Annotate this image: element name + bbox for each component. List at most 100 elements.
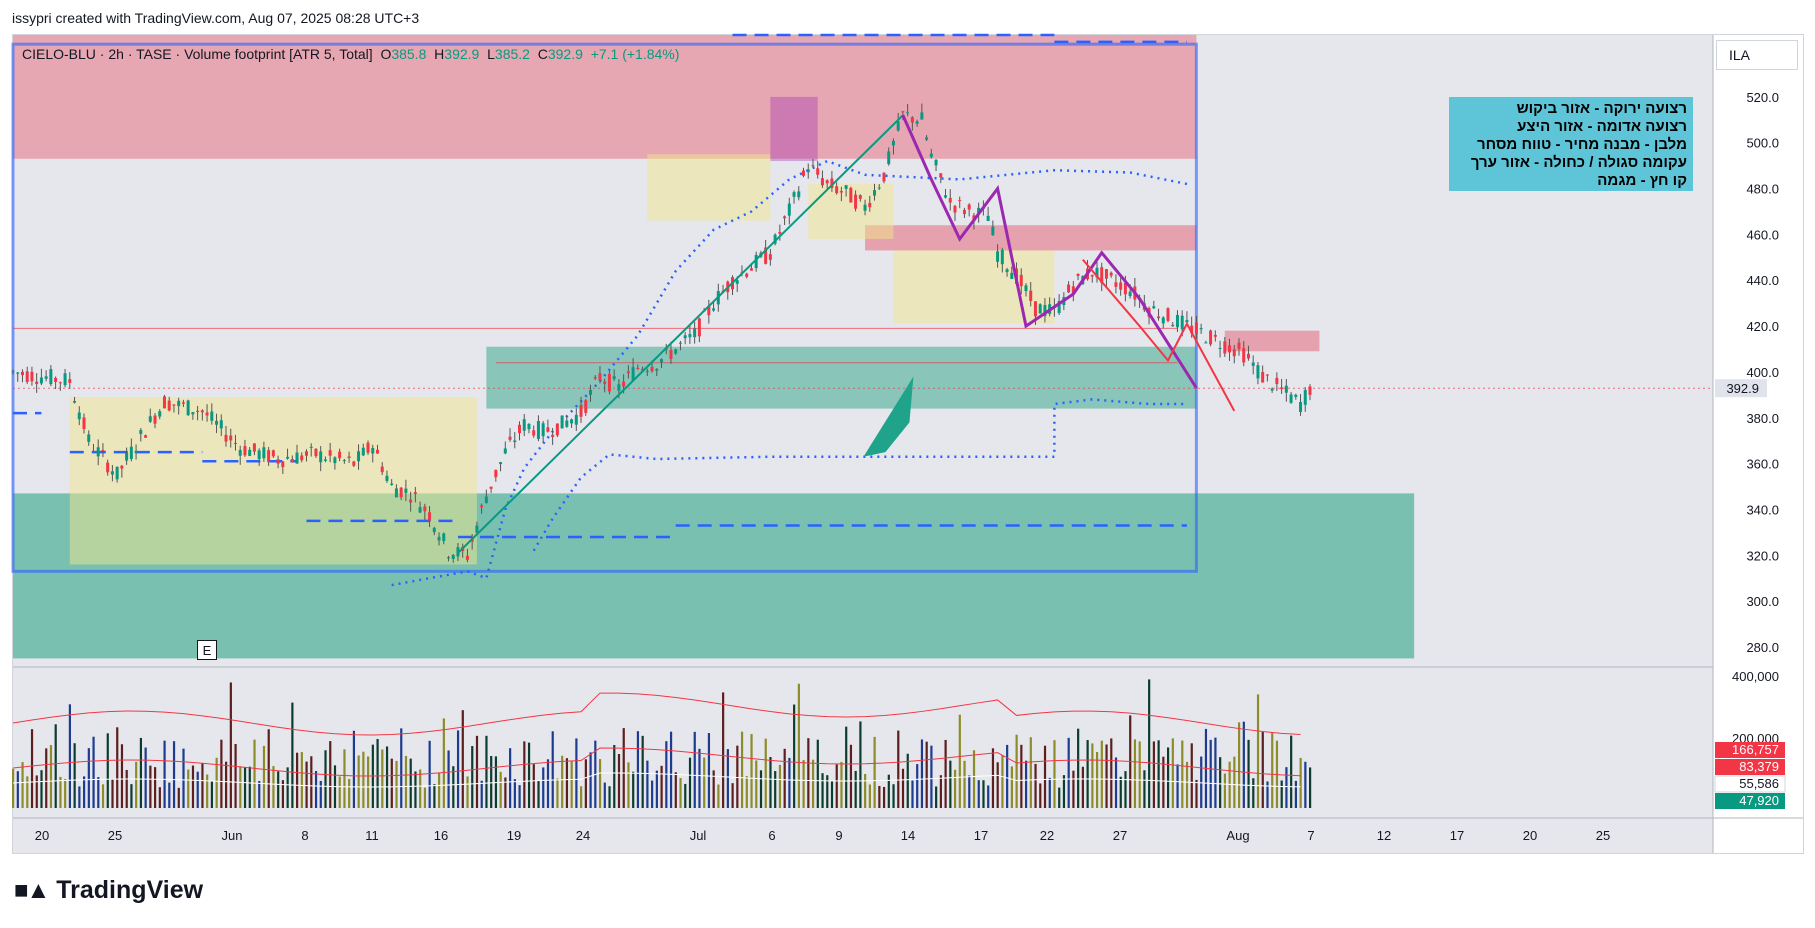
- symbol-legend[interactable]: CIELO-BLU · 2h · TASE · Volume footprint…: [22, 46, 679, 62]
- candle-body: [906, 112, 910, 114]
- candle-body: [409, 499, 413, 503]
- volume-bar: [1185, 761, 1189, 808]
- volume-bar: [296, 752, 299, 808]
- candle-body: [849, 187, 853, 203]
- candle-body: [446, 557, 450, 559]
- value-area-dotted-curve: [532, 398, 1187, 552]
- candle-body: [1104, 269, 1108, 279]
- volume-bar: [319, 780, 322, 808]
- candle-body: [1010, 272, 1014, 279]
- volume-bar: [570, 760, 573, 808]
- currency-selector[interactable]: ILA: [1716, 40, 1798, 70]
- volume-bar: [802, 760, 805, 808]
- candle-body: [645, 371, 649, 373]
- candle-body: [517, 424, 521, 434]
- range-box-july: [647, 154, 771, 221]
- volume-bar: [54, 724, 57, 808]
- volume-bar: [16, 771, 19, 808]
- candle-body: [115, 466, 119, 480]
- candle-body: [551, 434, 555, 438]
- candle-body: [20, 371, 24, 376]
- volume-bar: [835, 764, 838, 808]
- candle-body: [882, 172, 886, 182]
- volume-bar: [144, 747, 147, 808]
- volume-bar: [963, 760, 966, 808]
- volume-bar: [409, 758, 412, 808]
- candle-body: [1265, 374, 1269, 376]
- price-tick-label: 340.0: [1746, 502, 1779, 517]
- volume-bar: [154, 767, 157, 808]
- volume-bar: [636, 731, 640, 808]
- time-tick-label: 19: [507, 828, 521, 843]
- volume-bar: [215, 757, 218, 808]
- volume-bar: [1143, 770, 1146, 808]
- volume-bar: [826, 775, 829, 808]
- candle-body: [428, 512, 432, 521]
- volume-bar: [1195, 779, 1198, 808]
- volume-bar: [575, 738, 578, 808]
- candle-body: [835, 186, 839, 194]
- volume-bar: [68, 704, 72, 808]
- candle-body: [1232, 349, 1236, 357]
- candle-body: [735, 280, 739, 284]
- volume-bar: [868, 784, 871, 808]
- candle-body: [352, 461, 356, 466]
- volume-bar: [1043, 745, 1047, 808]
- volume-bar: [120, 744, 124, 808]
- volume-bar: [1166, 747, 1170, 808]
- volume-bar: [1304, 761, 1307, 808]
- tradingview-logo[interactable]: ■▲ TradingView: [14, 876, 203, 905]
- volume-tick-label: 400,000: [1732, 669, 1779, 684]
- uptrend-arrow: [457, 114, 904, 554]
- time-tick-label: 20: [35, 828, 49, 843]
- candle-body: [603, 381, 607, 384]
- earnings-event-badge[interactable]: E: [197, 640, 217, 660]
- candle-body: [1289, 394, 1293, 403]
- close-label: C: [537, 46, 548, 62]
- candle-body: [844, 185, 848, 189]
- volume-bar: [456, 730, 460, 808]
- volume-bar: [906, 753, 909, 808]
- volume-bar: [688, 757, 692, 808]
- candle-body: [674, 349, 678, 354]
- candle-body: [172, 404, 176, 406]
- volume-bar: [1006, 744, 1009, 808]
- volume-bar: [542, 767, 545, 808]
- candle-body: [934, 159, 938, 166]
- volume-bar: [698, 748, 701, 808]
- purple-box-top: [770, 96, 818, 162]
- volume-bar: [523, 741, 526, 808]
- candle-body: [286, 456, 290, 459]
- candle-body: [63, 373, 67, 386]
- candle-body: [1171, 324, 1175, 327]
- candle-body: [451, 554, 455, 559]
- symbol-info[interactable]: CIELO-BLU · 2h · TASE · Volume footprint…: [22, 46, 373, 62]
- high-value: 392.9: [444, 46, 480, 62]
- volume-bar: [168, 782, 171, 808]
- candle-body: [1123, 282, 1127, 295]
- volume-bar: [1010, 766, 1013, 808]
- candle-body: [484, 496, 488, 503]
- candle-body: [162, 396, 166, 409]
- candle-body: [1114, 282, 1118, 287]
- volume-bar: [646, 760, 649, 808]
- annotation-note[interactable]: רצועה ירוקה - אזור ביקוש רצועה אדומה - א…: [1449, 97, 1693, 191]
- candle-body: [1294, 394, 1298, 397]
- volume-bar: [693, 731, 696, 808]
- candle-body: [357, 451, 361, 462]
- candle-body: [1246, 353, 1250, 359]
- volume-bar: [684, 783, 687, 808]
- candle-body: [915, 121, 919, 124]
- candle-body: [134, 450, 138, 454]
- time-tick-label: 17: [974, 828, 988, 843]
- candle-body: [399, 487, 403, 498]
- volume-bar: [1266, 781, 1269, 808]
- candle-body: [863, 204, 867, 211]
- candle-body: [513, 440, 517, 443]
- volume-bar: [878, 785, 881, 808]
- volume-bar: [1256, 694, 1260, 808]
- volume-bar: [1081, 766, 1084, 808]
- candle-body: [323, 459, 327, 461]
- candle-body: [1067, 284, 1071, 293]
